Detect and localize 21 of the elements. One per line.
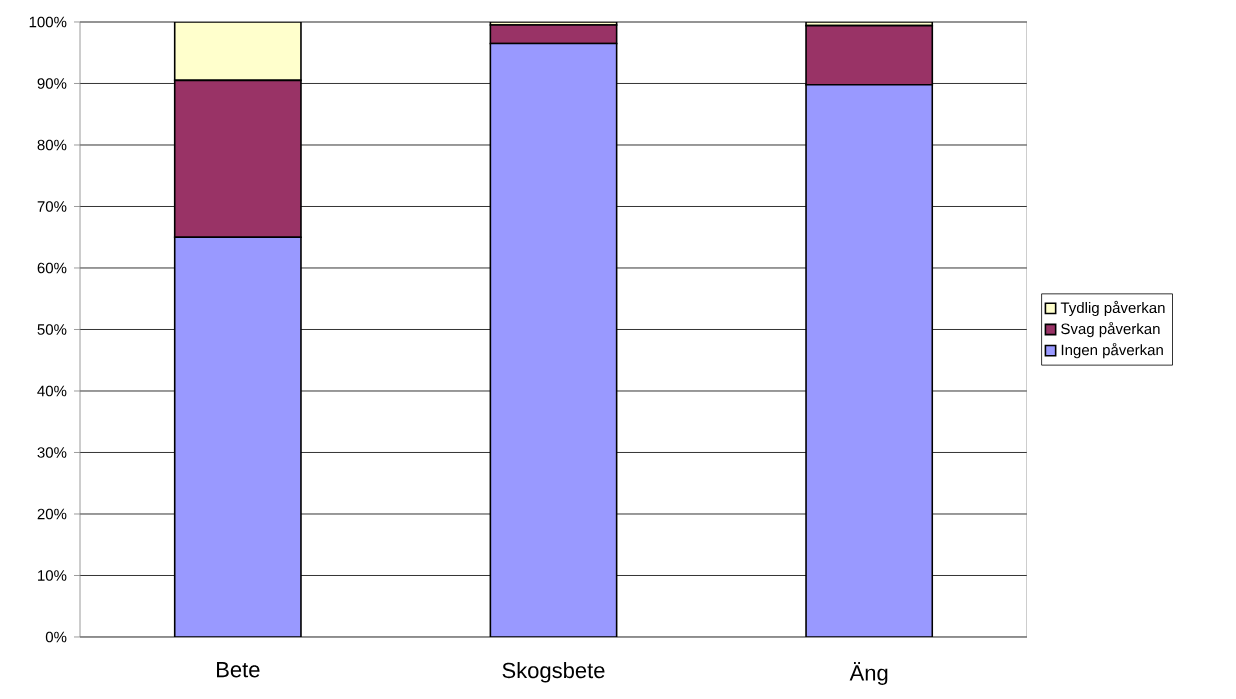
y-tick-label: 30%: [37, 447, 67, 458]
x-tick-label: Bete: [217, 662, 260, 678]
legend-label: Ingen påverkan: [1061, 343, 1163, 359]
bar: [489, 42, 618, 637]
x-tick-label: Äng: [849, 662, 888, 686]
y-tick-label: 80%: [37, 139, 67, 151]
legend-label: Tydlig påverkan: [1060, 300, 1165, 317]
bar: [173, 236, 302, 637]
y-tick-label: 90%: [37, 78, 67, 89]
bar: [173, 21, 302, 82]
y-tick-label: 50%: [37, 324, 67, 335]
y-tick-label: 70%: [37, 201, 67, 212]
x-tick-label: Skogsbete: [502, 662, 605, 683]
y-tick-label: 0%: [45, 631, 67, 643]
y-tick-label: 40%: [37, 385, 67, 397]
y-tick-label: 10%: [38, 570, 67, 581]
y-tick-label: 20%: [37, 508, 67, 520]
bar: [805, 83, 934, 637]
y-tick-label: 100%: [29, 16, 67, 28]
y-tick-label: 60%: [37, 262, 67, 274]
legend-label: Svag påverkan: [1061, 321, 1160, 338]
